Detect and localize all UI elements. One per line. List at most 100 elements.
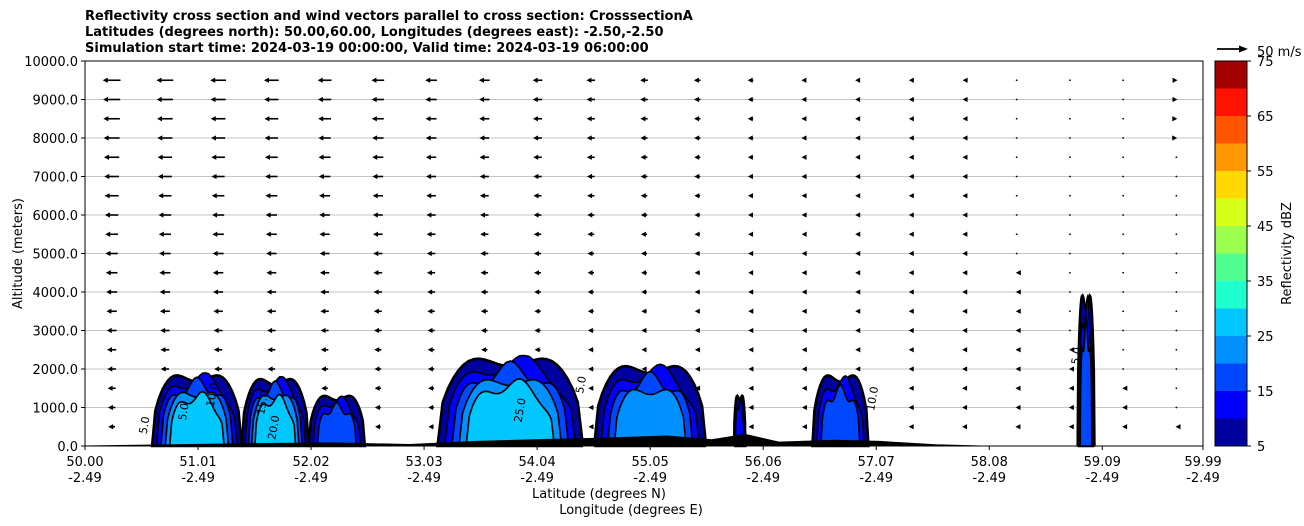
wind-arrow <box>104 173 119 180</box>
wind-arrow-dot <box>1122 156 1125 159</box>
x-tick-lon-label: -2.49 <box>68 471 102 486</box>
wind-arrow <box>266 308 276 314</box>
wind-arrow-head <box>426 250 432 257</box>
wind-arrow <box>102 77 121 83</box>
wind-arrow-head <box>211 193 217 199</box>
wind-arrow-head <box>908 77 914 83</box>
wind-arrow-head <box>105 270 111 276</box>
wind-arrow <box>533 154 542 160</box>
wind-arrow-head <box>801 212 807 218</box>
colorbar-tick-label: 55 <box>1257 165 1274 180</box>
wind-arrow <box>317 77 332 83</box>
wind-arrow <box>371 96 384 103</box>
colorbar-tick-label: 75 <box>1257 55 1274 70</box>
wind-arrow-head <box>855 154 861 160</box>
wind-arrow-head <box>318 173 324 180</box>
x-tick-lat-label: 50.00 <box>66 455 103 470</box>
wind-arrow-head <box>747 173 753 180</box>
wind-arrow-head <box>962 404 968 411</box>
wind-arrow-head <box>213 308 219 314</box>
wind-arrow-head <box>1122 385 1128 391</box>
wind-arrow-dot <box>1015 156 1018 159</box>
wind-arrow <box>908 212 914 218</box>
wind-arrow <box>1068 404 1074 411</box>
wind-arrow-dot <box>1069 194 1071 197</box>
wind-arrow-head <box>801 250 807 257</box>
wind-arrow-head <box>587 327 593 334</box>
wind-arrow <box>855 135 861 141</box>
wind-arrow <box>748 327 754 334</box>
contour-label: 5.0 <box>176 402 192 421</box>
wind-arrow <box>801 270 807 276</box>
wind-arrow <box>428 424 434 430</box>
wind-arrow <box>210 77 226 83</box>
wind-arrow-head <box>908 212 914 218</box>
wind-arrow <box>587 270 594 276</box>
wind-arrow-head <box>427 308 433 314</box>
x-tick-lat-label: 54.04 <box>519 455 556 470</box>
wind-arrow <box>157 135 173 141</box>
wind-arrow <box>962 347 968 353</box>
wind-arrow <box>586 135 595 141</box>
wind-arrow-dot <box>1175 233 1178 236</box>
y-tick-label: 10000.0 <box>24 55 78 70</box>
x-tick-lon-label: -2.49 <box>1186 471 1220 486</box>
wind-arrow-head <box>425 135 431 141</box>
wind-arrow-head <box>104 212 110 218</box>
wind-arrow <box>1015 233 1018 236</box>
contour-band <box>465 377 556 447</box>
wind-arrow <box>264 154 278 160</box>
wind-arrow <box>212 270 224 276</box>
wind-arrow-head <box>588 347 594 353</box>
wind-arrow <box>694 173 701 180</box>
wind-arrow <box>1015 156 1018 159</box>
wind-arrow-dot <box>1122 368 1125 370</box>
wind-arrow-head <box>855 193 861 199</box>
wind-arrow <box>159 250 171 257</box>
wind-arrow <box>694 308 700 314</box>
wind-arrow <box>157 154 173 160</box>
wind-arrow <box>374 404 381 411</box>
wind-arrow <box>374 385 381 391</box>
wind-arrow-head <box>480 327 486 334</box>
wind-arrow-dot <box>1122 291 1125 293</box>
wind-arrow <box>1015 327 1021 334</box>
wind-arrow-head <box>480 270 486 276</box>
wind-arrow-head <box>533 173 539 180</box>
wind-arrow <box>317 96 332 103</box>
wind-arrow <box>1069 117 1071 120</box>
colorbar-tick-label: 25 <box>1257 330 1274 345</box>
wind-arrow-head <box>479 154 485 160</box>
wind-arrow <box>640 193 648 199</box>
wind-arrow <box>211 154 225 160</box>
wind-arrow-head <box>695 385 701 391</box>
wind-arrow-dot <box>1015 252 1018 255</box>
wind-arrow <box>266 250 277 257</box>
wind-arrow-head <box>855 250 861 257</box>
wind-arrow-head <box>1015 347 1021 353</box>
wind-arrow-head <box>748 250 754 257</box>
wind-arrow <box>532 96 543 103</box>
wind-arrow-head <box>479 173 485 180</box>
colorbar-band <box>1215 143 1247 171</box>
wind-arrow <box>586 96 595 103</box>
wind-arrow <box>1175 156 1178 159</box>
wind-arrow-head <box>908 250 914 257</box>
wind-arrow-head <box>641 250 647 257</box>
wind-arrow <box>158 212 172 218</box>
wind-arrow <box>1175 214 1178 216</box>
wind-arrow-head <box>318 116 324 122</box>
wind-arrow <box>1122 233 1125 236</box>
y-tick-label: 2000.0 <box>33 363 79 378</box>
wind-arrow <box>693 77 701 83</box>
reflectivity-cell <box>150 372 244 448</box>
wind-arrow-head <box>480 231 486 237</box>
wind-arrow <box>1015 117 1018 120</box>
wind-arrow-head <box>1172 116 1178 122</box>
wind-arrow-head <box>695 366 701 372</box>
title-line-3: Simulation start time: 2024-03-19 00:00:… <box>85 41 649 56</box>
wind-arrow <box>801 327 807 334</box>
colorbar-band <box>1215 116 1247 144</box>
wind-arrow <box>587 289 594 295</box>
wind-arrow <box>481 347 488 353</box>
